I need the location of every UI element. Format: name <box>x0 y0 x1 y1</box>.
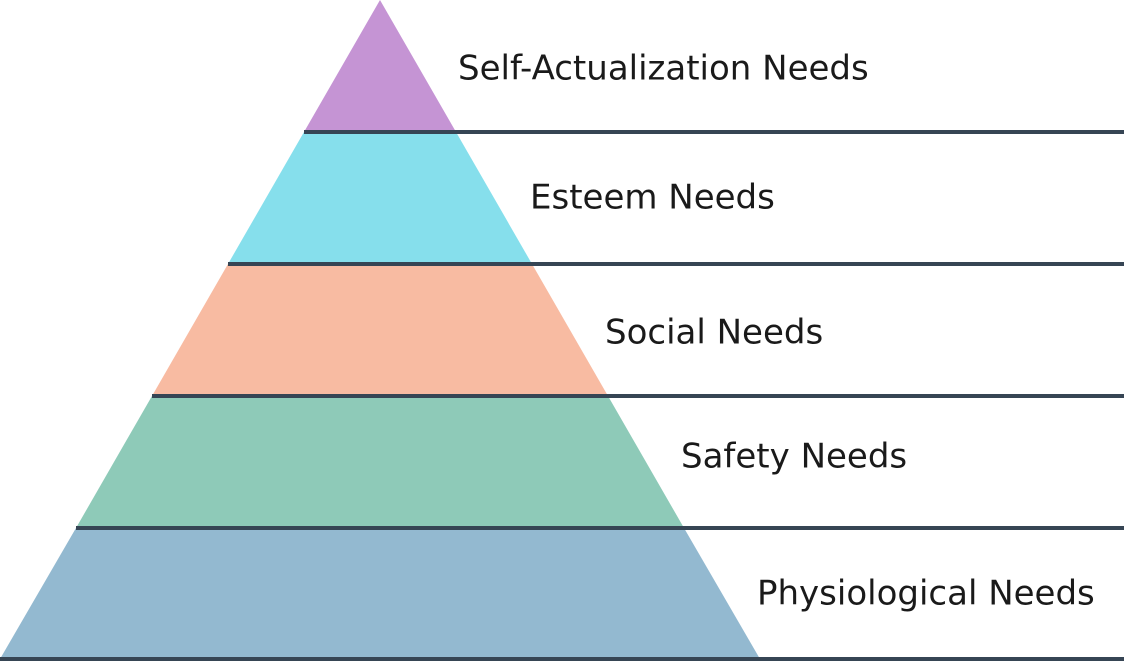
level-label: Physiological Needs <box>757 574 1095 614</box>
level-band <box>0 528 760 659</box>
level-band <box>228 132 532 264</box>
level-band <box>304 0 456 132</box>
level-band <box>76 396 684 528</box>
level-label: Safety Needs <box>681 437 907 477</box>
level-label: Self-Actualization Needs <box>458 49 869 89</box>
level-label: Esteem Needs <box>530 178 775 218</box>
level-label: Social Needs <box>605 313 823 353</box>
level-band <box>152 264 608 396</box>
